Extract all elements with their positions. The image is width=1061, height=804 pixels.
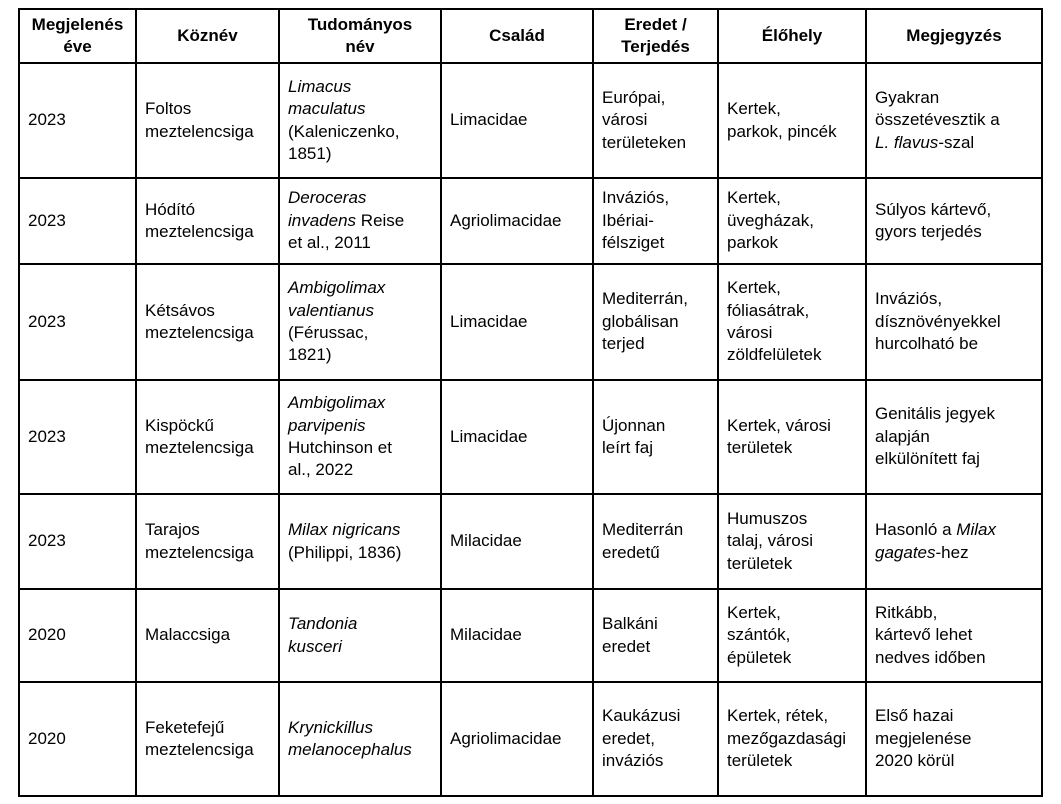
cell-family: Agriolimacidae	[440, 681, 594, 797]
cell-note: Ritkább, kártevő lehet nedves időben	[865, 588, 1043, 683]
cell-year: 2020	[18, 681, 137, 797]
cell-year: 2023	[18, 62, 137, 179]
cell-year: 2023	[18, 263, 137, 381]
cell-origin: Mediterrán, globálisan terjed	[592, 263, 719, 381]
table-row: 2023 Tarajos meztelencsiga Milax nigricans…	[18, 493, 1043, 590]
cell-year: 2023	[18, 177, 137, 265]
scientific-name-italic: L. flavus	[875, 132, 939, 152]
cell-origin: Kaukázusi eredet, inváziós	[592, 681, 719, 797]
cell-habitat: Kertek, fóliasátrak, városi zöldfelülete…	[717, 263, 867, 381]
cell-habitat: Humuszos talaj, városi területek	[717, 493, 867, 590]
cell-scientific-name: Krynickillus melanocephalus	[278, 681, 442, 797]
cell-family: Limacidae	[440, 263, 594, 381]
cell-note: Genitális jegyek alapján elkülönített fa…	[865, 379, 1043, 495]
scientific-name-italic: Milax gagates	[875, 520, 996, 562]
scientific-name-italic: Milax nigricans	[288, 520, 401, 540]
table-body: 2023 Foltos meztelencsiga Limacus maculatu…	[18, 62, 1043, 797]
table-row: 2023 Foltos meztelencsiga Limacus maculatu…	[18, 62, 1043, 179]
cell-origin: Európai, városi területeken	[592, 62, 719, 179]
scientific-name-italic: Ambigolimax parvipenis	[288, 393, 386, 435]
header-common-name: Köznév	[135, 8, 280, 64]
cell-year: 2020	[18, 588, 137, 683]
cell-common-name: Tarajos meztelencsiga	[135, 493, 280, 590]
cell-scientific-name: Ambigolimax valentianus (Férussac, 1821)	[278, 263, 442, 381]
header-note: Megjegyzés	[865, 8, 1043, 64]
scientific-name-italic: Krynickillus melanocephalus	[288, 717, 412, 759]
header-habitat: Élőhely	[717, 8, 867, 64]
cell-habitat: Kertek, parkok, pincék	[717, 62, 867, 179]
cell-common-name: Foltos meztelencsiga	[135, 62, 280, 179]
cell-scientific-name: Milax nigricans (Philippi, 1836)	[278, 493, 442, 590]
scientific-name-italic: Limacus maculatus	[288, 76, 366, 119]
cell-year: 2023	[18, 379, 137, 495]
cell-scientific-name: Ambigolimax parvipenis Hutchinson et al.…	[278, 379, 442, 495]
table-row: 2020 Feketefejű meztelencsiga Krynickillus…	[18, 681, 1043, 797]
cell-scientific-name: Limacus maculatus (Kaleniczenko, 1851)	[278, 62, 442, 179]
cell-habitat: Kertek, rétek, mezőgazdasági területek	[717, 681, 867, 797]
cell-note: Súlyos kártevő, gyors terjedés	[865, 177, 1043, 265]
cell-common-name: Malaccsiga	[135, 588, 280, 683]
cell-note: Első hazai megjelenése 2020 körül	[865, 681, 1043, 797]
cell-family: Milacidae	[440, 588, 594, 683]
cell-year: 2023	[18, 493, 137, 590]
table-row: 2023 Hódító meztelencsiga Deroceras invade…	[18, 177, 1043, 265]
table-row: 2023 Kispöckű meztelencsiga Ambigolimax pa…	[18, 379, 1043, 495]
cell-family: Milacidae	[440, 493, 594, 590]
cell-family: Agriolimacidae	[440, 177, 594, 265]
cell-origin: Inváziós, Ibériai- félsziget	[592, 177, 719, 265]
cell-common-name: Kétsávos meztelencsiga	[135, 263, 280, 381]
cell-common-name: Hódító meztelencsiga	[135, 177, 280, 265]
cell-scientific-name: Tandonia kusceri	[278, 588, 442, 683]
header-family: Család	[440, 8, 594, 64]
table-header: Megjelenés éve Köznév Tudományos név Csa…	[18, 8, 1043, 64]
cell-habitat: Kertek, szántók, épületek	[717, 588, 867, 683]
cell-habitat: Kertek, üvegházak, parkok	[717, 177, 867, 265]
header-year: Megjelenés éve	[18, 8, 137, 64]
cell-note: Gyakran összetévesztik a L. flavus-szal	[865, 62, 1043, 179]
cell-common-name: Feketefejű meztelencsiga	[135, 681, 280, 797]
scientific-name-italic: Ambigolimax valentianus	[288, 278, 386, 320]
cell-family: Limacidae	[440, 379, 594, 495]
header-origin: Eredet / Terjedés	[592, 8, 719, 64]
scientific-name-italic: Tandonia kusceri	[288, 614, 358, 656]
table-row: 2023 Kétsávos meztelencsiga Ambigolimax va…	[18, 263, 1043, 381]
scientific-name-italic: Deroceras invadens	[288, 188, 367, 230]
cell-family: Limacidae	[440, 62, 594, 179]
cell-habitat: Kertek, városi területek	[717, 379, 867, 495]
cell-common-name: Kispöckű meztelencsiga	[135, 379, 280, 495]
header-row: Megjelenés éve Köznév Tudományos név Csa…	[18, 8, 1043, 64]
cell-note: Hasonló a Milax gagates-hez	[865, 493, 1043, 590]
cell-origin: Újonnan leírt faj	[592, 379, 719, 495]
cell-scientific-name: Deroceras invadens Reise et al., 2011	[278, 177, 442, 265]
header-scientific-name: Tudományos név	[278, 8, 442, 64]
cell-origin: Balkáni eredet	[592, 588, 719, 683]
slug-species-table: Megjelenés éve Köznév Tudományos név Csa…	[18, 8, 1043, 797]
cell-note: Inváziós, dísznövényekkel hurcolható be	[865, 263, 1043, 381]
table-row: 2020 Malaccsiga Tandonia kusceri Milacidae B…	[18, 588, 1043, 683]
cell-origin: Mediterrán eredetű	[592, 493, 719, 590]
